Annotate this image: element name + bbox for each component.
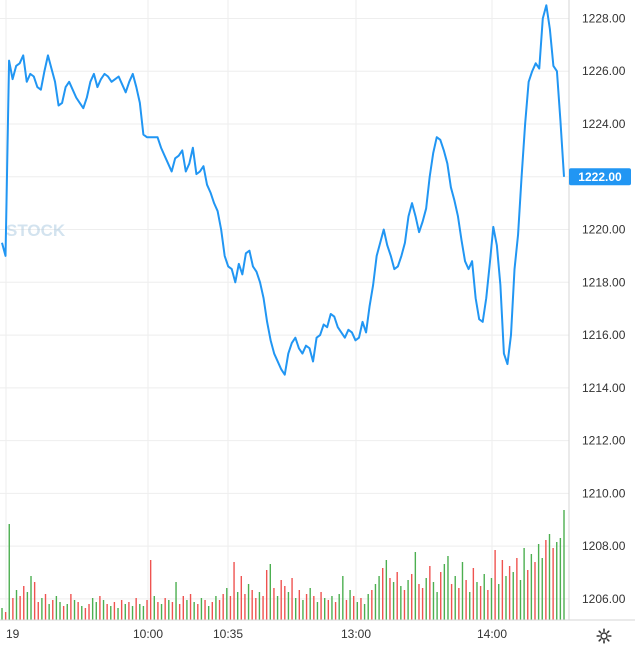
y-tick-label: 1218.00: [582, 275, 626, 289]
x-tick-label: 10:00: [133, 627, 163, 641]
y-tick-label: 1208.00: [582, 539, 626, 553]
grid: [0, 0, 569, 620]
last-price-label: 1222.00: [569, 168, 631, 186]
settings-button[interactable]: [594, 626, 614, 646]
price-line: [1, 4, 565, 376]
x-tick-label: 19: [6, 627, 20, 641]
y-tick-label: 1206.00: [582, 592, 626, 606]
x-tick-label: 14:00: [477, 627, 507, 641]
price-line-series: [1, 4, 565, 376]
watermark-logo: STOCK: [6, 221, 66, 240]
y-tick-label: 1212.00: [582, 434, 626, 448]
x-tick-label: 10:35: [213, 627, 243, 641]
y-tick-label: 1224.00: [582, 117, 626, 131]
price-axis[interactable]: 1228.001226.001224.001222.001220.001218.…: [582, 11, 626, 605]
y-tick-label: 1214.00: [582, 381, 626, 395]
last-price-label-bg: [569, 168, 631, 186]
gear-icon: [596, 628, 612, 644]
y-tick-label: 1220.00: [582, 223, 626, 237]
y-tick-label: 1216.00: [582, 328, 626, 342]
x-tick-label: 13:00: [341, 627, 371, 641]
volume-bars: [1, 510, 565, 620]
time-axis[interactable]: 19 10:00 10:35 13:00 14:00: [6, 627, 507, 641]
last-price-label-text: 1222.00: [578, 170, 622, 184]
y-tick-label: 1226.00: [582, 64, 626, 78]
y-tick-label: 1210.00: [582, 486, 626, 500]
y-tick-label: 1228.00: [582, 11, 626, 25]
